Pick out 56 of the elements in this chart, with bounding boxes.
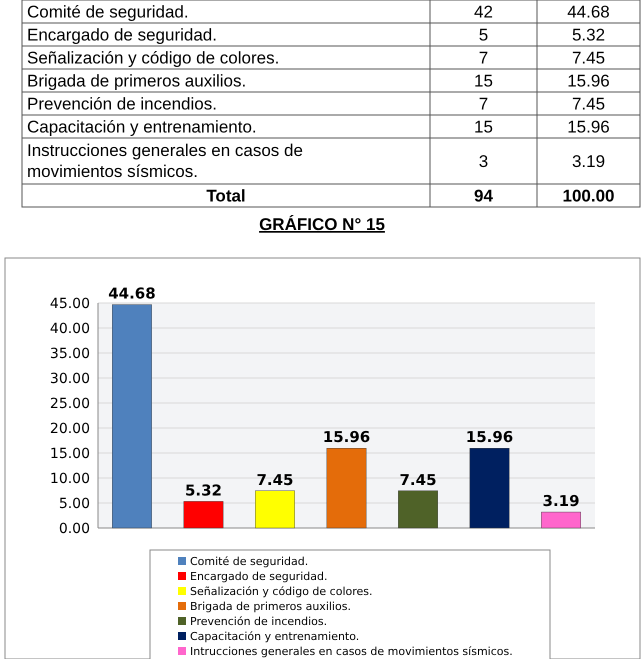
text: 100.00 (562, 186, 614, 206)
y-tick-label: 0.00 (58, 521, 90, 537)
text: 15 (474, 72, 493, 90)
legend-label: Encargado de seguridad. (190, 570, 328, 583)
data-label: 44.68 (108, 284, 156, 303)
category-label: Señalización y código de colores. (27, 48, 280, 68)
data-label: 5.32 (184, 481, 222, 500)
bar (255, 490, 295, 528)
text: 7.45 (572, 94, 606, 114)
y-tick-label: 25.00 (50, 396, 90, 412)
text: 7 (478, 48, 488, 68)
bar (470, 448, 510, 528)
text: 94 (474, 186, 494, 206)
legend-label: Brigada de primeros auxilios. (190, 600, 351, 613)
category-label: Comité de seguridad. (27, 2, 189, 22)
bar (112, 304, 152, 528)
category-label: Instrucciones generales en casos de movimientos sísmicos. (27, 141, 303, 181)
text: 7 (478, 94, 488, 114)
bar (398, 490, 438, 528)
text: 15.96 (567, 118, 610, 136)
y-tick-label: 20.00 (50, 421, 90, 437)
legend-label: Intrucciones generales en casos de movimientos sísmicos. (190, 645, 513, 658)
legend-label: Prevención de incendios. (190, 615, 328, 628)
legend-label: Comité de seguridad. (190, 555, 308, 568)
text: 5.32 (572, 26, 606, 44)
y-tick-label: 40.00 (50, 321, 90, 337)
data-label: 7.45 (400, 470, 437, 489)
y-tick-label: 5.00 (58, 496, 90, 512)
legend-label: Capacitación y entrenamiento. (190, 630, 360, 643)
text: 7.45 (572, 48, 606, 68)
bar (541, 512, 581, 528)
text: 3 (478, 152, 488, 171)
chart-title: GRÁFICO N° 15 (259, 214, 385, 234)
category-label: Encargado de seguridad. (27, 26, 217, 44)
category-label: Prevención de incendios. (27, 94, 217, 114)
bar (184, 501, 224, 528)
data-label: 15.96 (466, 428, 514, 446)
text: 42 (474, 2, 493, 22)
text: 3.19 (572, 152, 606, 171)
data-label: 7.45 (256, 470, 294, 489)
category-label: Total (206, 186, 246, 206)
y-tick-label: 30.00 (50, 371, 90, 387)
y-tick-label: 45.00 (50, 296, 90, 312)
y-tick-label: 35.00 (50, 346, 90, 362)
text: 15 (474, 118, 493, 136)
data-label: 3.19 (542, 492, 580, 510)
text: 15.96 (567, 72, 610, 90)
y-tick-label: 15.00 (50, 446, 90, 462)
bar (326, 448, 366, 528)
y-tick-label: 10.00 (50, 471, 90, 487)
legend-label: Señalización y código de colores. (190, 585, 373, 598)
text: 5 (478, 26, 488, 44)
category-label: Capacitación y entrenamiento. (27, 118, 257, 136)
data-label: 15.96 (322, 428, 370, 446)
category-label: Brigada de primeros auxilios. (27, 72, 246, 90)
text: 44.68 (567, 2, 610, 22)
